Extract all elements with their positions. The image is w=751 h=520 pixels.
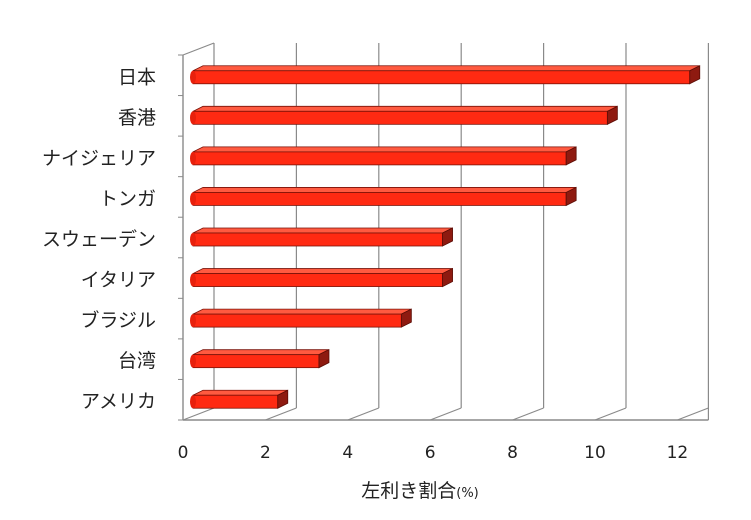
bar-top-face: [192, 187, 577, 193]
bar-end-face: [565, 146, 577, 166]
bar-top-face: [192, 349, 330, 356]
bar-front-face: [192, 192, 567, 206]
bar-front-face: [192, 273, 443, 287]
category-label: スウェーデン: [42, 229, 156, 251]
bar-front-face: [192, 110, 608, 125]
bar-スウェーデン: [190, 227, 453, 247]
bar-end-face: [442, 267, 453, 288]
x-tick-label: 0: [178, 443, 189, 463]
floor-line-12: [677, 407, 709, 421]
bar-日本: [190, 65, 701, 85]
bar-台湾: [190, 349, 330, 369]
bar-top-face: [192, 65, 700, 72]
x-tick-label: 8: [507, 443, 518, 463]
bar-front-face: [192, 151, 567, 166]
floor-line-4: [347, 407, 380, 421]
bar-cap: [190, 233, 196, 246]
x-axis-label: 左利き割合(%): [361, 480, 479, 502]
bar-トンガ: [190, 186, 577, 207]
bar-cap: [190, 354, 196, 368]
bar-end-face: [400, 308, 412, 328]
bar-top-face: [192, 268, 453, 274]
bar-front-face: [192, 394, 279, 409]
category-label: 香港: [118, 107, 156, 129]
floor-line-6: [429, 407, 462, 421]
bar-end-face: [277, 389, 289, 409]
category-label: ナイジェリア: [42, 147, 156, 169]
bar-top-face: [192, 227, 453, 234]
bar-香港: [190, 105, 618, 125]
bar-top-face: [192, 146, 577, 153]
bars-layer: [190, 65, 701, 409]
bar-cap: [190, 192, 196, 206]
bar-ナイジェリア: [190, 146, 577, 166]
category-label: 台湾: [118, 350, 156, 372]
bar-top-face: [192, 308, 412, 315]
floor-line-8: [512, 407, 544, 421]
bar-cap: [190, 70, 196, 84]
bar-cap: [190, 395, 196, 409]
bar-イタリア: [190, 267, 453, 288]
x-tick-label: 12: [667, 443, 689, 463]
bar-end-face: [565, 186, 577, 207]
bar-front-face: [192, 70, 691, 85]
bar-cap: [190, 273, 196, 287]
floor-line-2: [265, 407, 297, 421]
x-tick-label: 6: [425, 443, 436, 463]
bar-front-face: [192, 354, 320, 369]
x-tick-labels: 0 2 4 6 8 10 12: [178, 443, 689, 463]
bar-top-face: [192, 389, 288, 396]
category-label: ブラジル: [80, 309, 156, 332]
bar-end-face: [442, 227, 453, 247]
bar-end-face: [318, 349, 330, 369]
bar-アメリカ: [190, 389, 289, 409]
x-axis-label-main: 左利き割合: [361, 480, 456, 502]
bar-front-face: [192, 313, 402, 328]
x-tick-label: 2: [260, 443, 271, 463]
grid-layer: [178, 42, 710, 421]
category-label: アメリカ: [81, 391, 156, 413]
bar-end-face: [606, 105, 618, 125]
bar-cap: [190, 151, 196, 165]
bar-ブラジル: [190, 308, 412, 328]
bar-cap: [190, 111, 196, 125]
category-label: 日本: [118, 66, 156, 88]
category-label: トンガ: [99, 188, 156, 210]
bar-cap: [190, 314, 196, 328]
floor-line-10: [594, 407, 627, 421]
x-tick-label: 4: [342, 443, 353, 463]
x-axis-label-unit: (%): [456, 486, 479, 501]
bar-end-face: [689, 65, 701, 85]
x-tick-label: 10: [584, 443, 606, 463]
left-wall-top: [182, 42, 215, 56]
category-label: イタリア: [81, 269, 156, 291]
bar-front-face: [192, 232, 443, 247]
floor-line-0: [182, 407, 215, 421]
bar-top-face: [192, 105, 618, 112]
